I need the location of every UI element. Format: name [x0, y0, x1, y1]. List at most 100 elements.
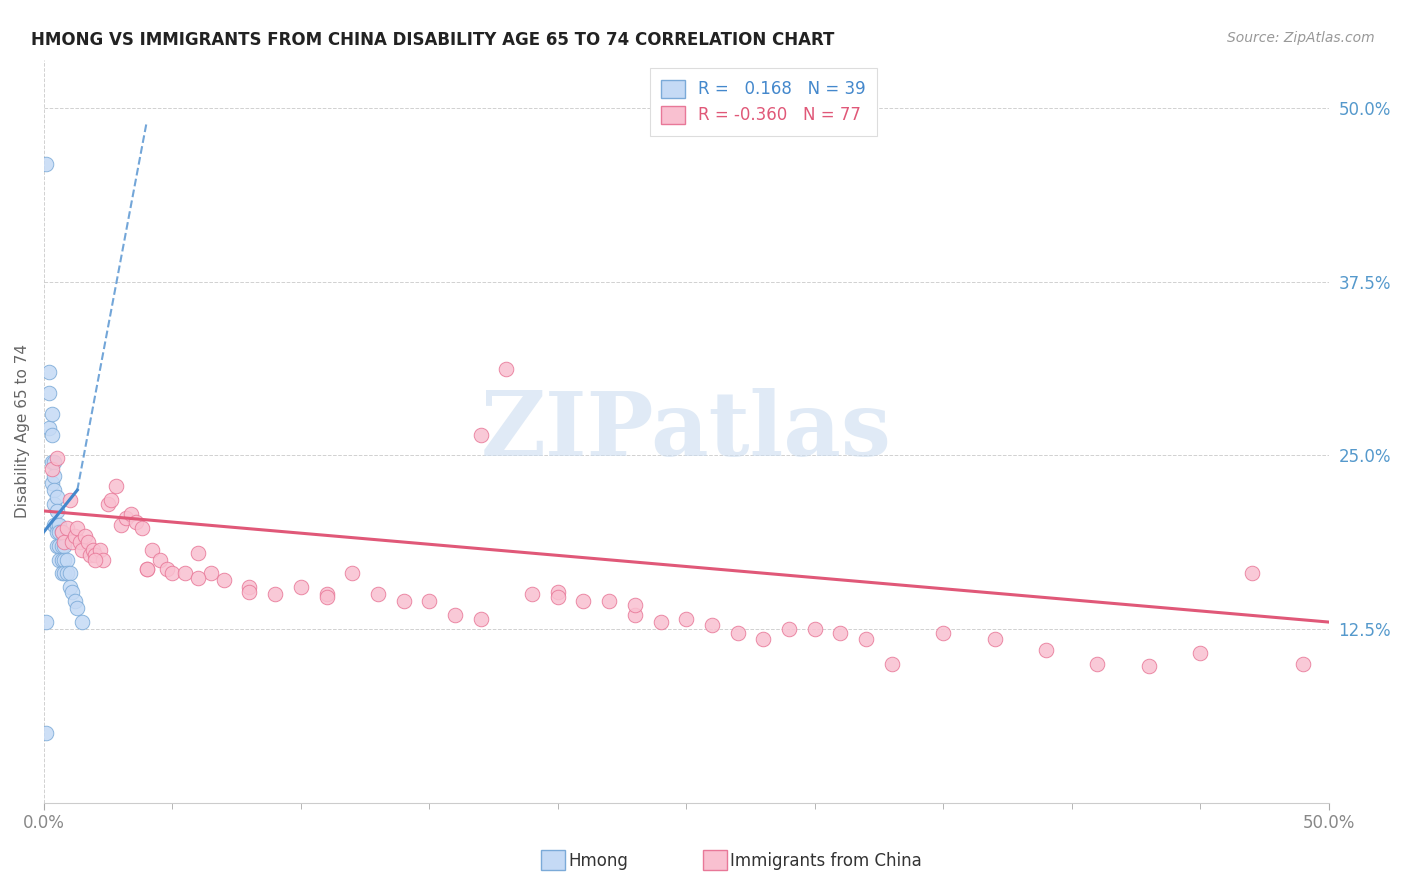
Point [66, 601, 89, 615]
Point [1035, 643, 1057, 657]
Point [38, 420, 60, 434]
Point [51, 524, 73, 539]
Point [91, 552, 114, 566]
Point [60, 584, 83, 599]
Point [41, 476, 63, 491]
Point [418, 594, 440, 608]
Point [41, 455, 63, 469]
Point [110, 517, 132, 532]
Point [547, 584, 569, 599]
Point [45, 451, 67, 466]
Point [45, 504, 67, 518]
Point [495, 362, 517, 376]
Point [290, 580, 312, 594]
Point [51, 524, 73, 539]
Point [174, 566, 197, 581]
Point [1087, 657, 1109, 671]
Point [45, 490, 67, 504]
Point [470, 427, 492, 442]
Point [72, 542, 94, 557]
Point [752, 632, 775, 646]
Point [520, 587, 543, 601]
Point [115, 511, 138, 525]
Point [264, 587, 287, 601]
Point [48, 517, 70, 532]
Point [56, 520, 79, 534]
Text: HMONG VS IMMIGRANTS FROM CHINA DISABILITY AGE 65 TO 74 CORRELATION CHART: HMONG VS IMMIGRANTS FROM CHINA DISABILIT… [31, 31, 834, 49]
Point [1137, 659, 1160, 673]
Point [44, 455, 66, 469]
Point [35, 615, 58, 629]
Point [44, 469, 66, 483]
Point [125, 515, 148, 529]
Point [131, 520, 153, 534]
Point [104, 479, 127, 493]
Point [48, 524, 70, 539]
Point [45, 524, 67, 539]
Point [72, 615, 94, 629]
Text: Hmong: Hmong [569, 852, 628, 870]
Point [35, 157, 58, 171]
Point [135, 562, 157, 576]
Point [79, 549, 101, 563]
Point [238, 584, 260, 599]
Point [148, 552, 170, 566]
Point [82, 542, 104, 557]
Point [58, 566, 80, 581]
Point [41, 407, 63, 421]
Point [156, 562, 179, 576]
Point [983, 632, 1005, 646]
Point [855, 632, 877, 646]
Point [73, 529, 96, 543]
Point [547, 590, 569, 604]
Point [100, 492, 122, 507]
Point [572, 594, 595, 608]
Point [51, 539, 73, 553]
Point [44, 497, 66, 511]
Point [803, 622, 825, 636]
Point [41, 427, 63, 442]
Point [200, 566, 222, 581]
Point [53, 552, 76, 566]
Point [48, 539, 70, 553]
Point [141, 542, 163, 557]
Y-axis label: Disability Age 65 to 74: Disability Age 65 to 74 [15, 344, 30, 518]
Point [45, 517, 67, 532]
Point [315, 590, 337, 604]
Point [367, 587, 389, 601]
Point [35, 726, 58, 740]
Text: Source: ZipAtlas.com: Source: ZipAtlas.com [1227, 31, 1375, 45]
Point [187, 546, 209, 560]
Point [212, 574, 235, 588]
Point [700, 617, 723, 632]
Point [1189, 646, 1212, 660]
Point [932, 626, 955, 640]
Point [58, 580, 80, 594]
Point [315, 587, 337, 601]
Point [53, 566, 76, 581]
Point [60, 534, 83, 549]
Point [76, 534, 98, 549]
Point [44, 517, 66, 532]
Point [38, 365, 60, 379]
Legend: R =   0.168   N = 39, R = -0.360   N = 77: R = 0.168 N = 39, R = -0.360 N = 77 [650, 68, 877, 136]
Point [624, 599, 647, 613]
Point [727, 626, 749, 640]
Point [63, 529, 86, 543]
Point [51, 552, 73, 566]
Point [97, 497, 120, 511]
Point [38, 385, 60, 400]
Point [675, 612, 697, 626]
Point [120, 507, 142, 521]
Text: ZIPatlas: ZIPatlas [481, 388, 891, 475]
Point [238, 580, 260, 594]
Point [58, 492, 80, 507]
Point [1240, 566, 1263, 581]
Point [84, 549, 107, 563]
Point [89, 542, 111, 557]
Point [41, 462, 63, 476]
Point [598, 594, 620, 608]
Point [53, 534, 76, 549]
Point [51, 566, 73, 581]
Point [162, 566, 184, 581]
